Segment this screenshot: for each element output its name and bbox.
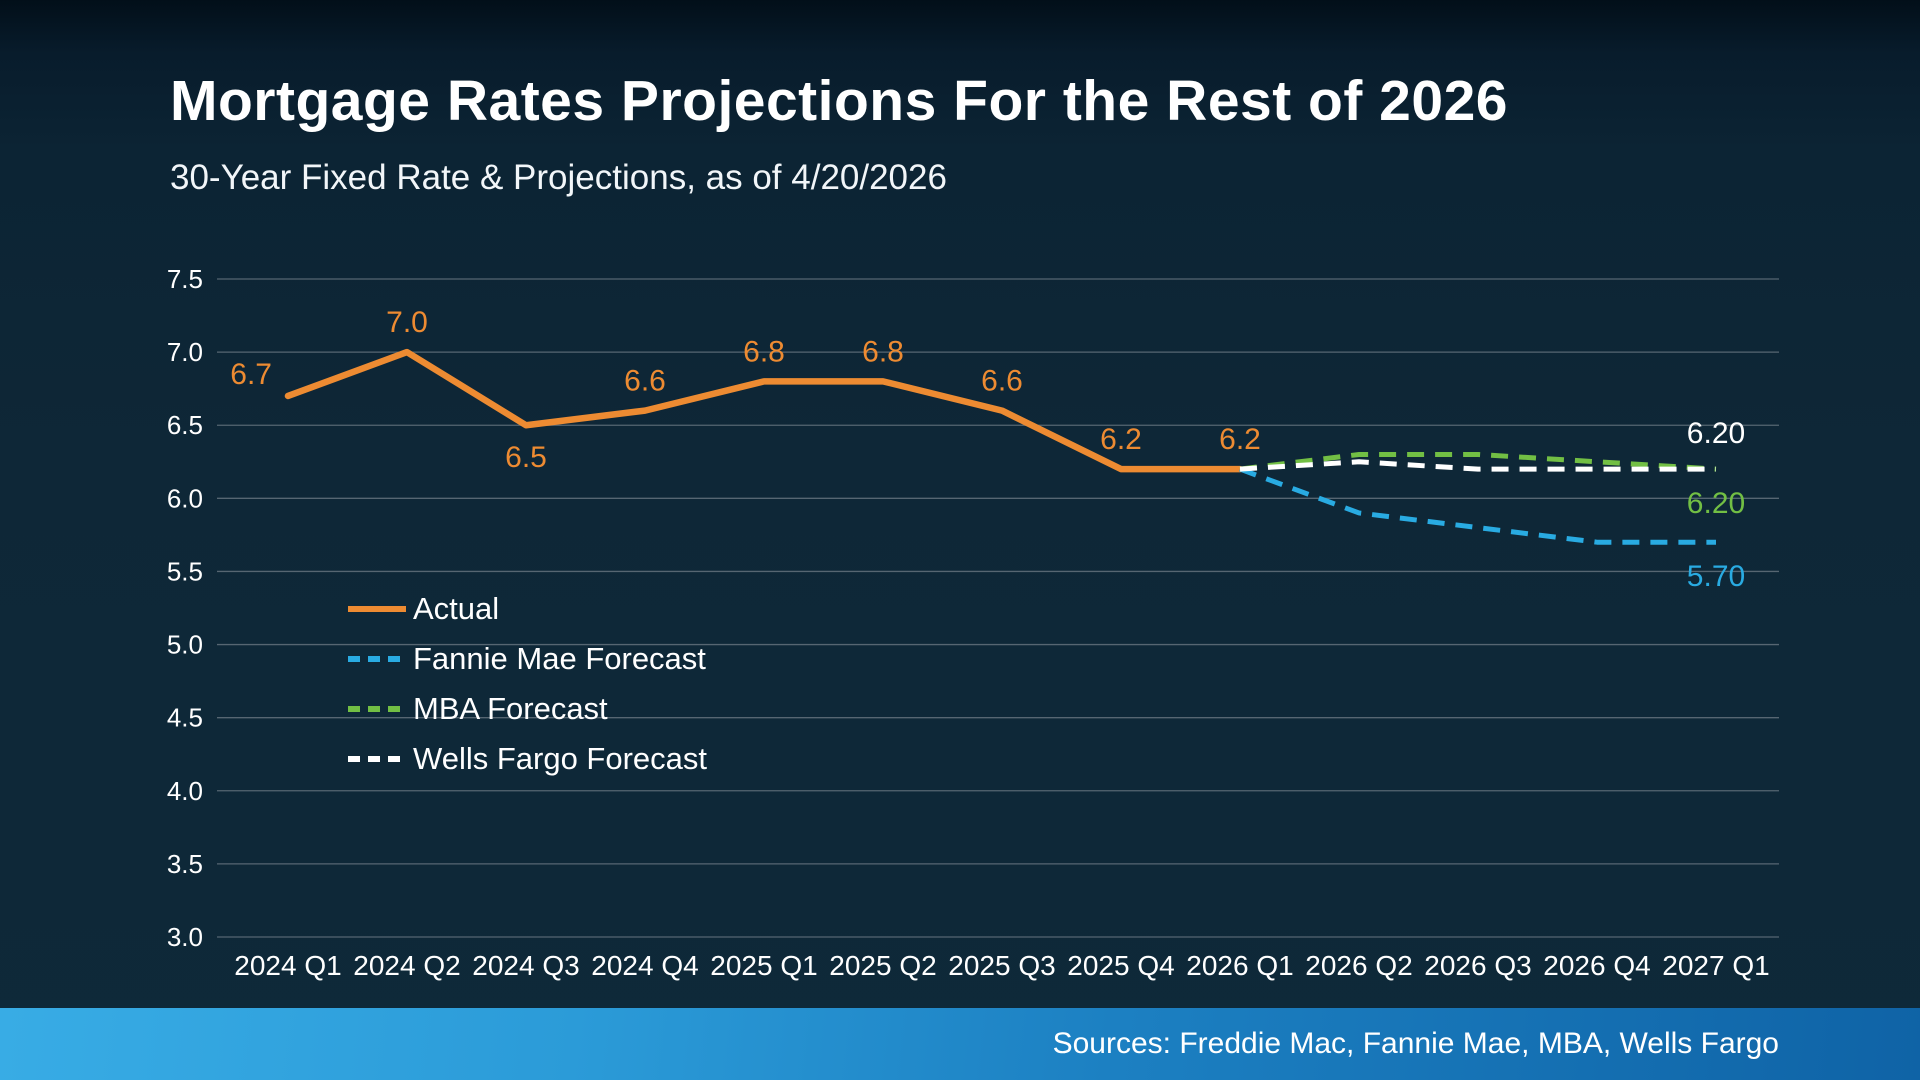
series-actual: [284, 348, 1244, 473]
legend-item-fannie-mae: Fannie Mae Forecast: [346, 634, 707, 684]
legend-item-mba: MBA Forecast: [346, 684, 707, 734]
y-axis-label: 6.0: [167, 483, 203, 513]
end-label-fannie-mae: 5.70: [1687, 560, 1745, 593]
legend-line-actual: [348, 606, 406, 612]
legend-line-wells-fargo: [348, 756, 406, 762]
footer-sources: Sources: Freddie Mac, Fannie Mae, MBA, W…: [1052, 1027, 1779, 1060]
legend-label-actual: Actual: [413, 591, 500, 626]
series-fannie-mae: [1239, 466, 1716, 545]
x-axis-label: 2026 Q3: [1424, 950, 1531, 981]
x-axis-label: 2024 Q3: [472, 950, 579, 981]
legend-label-mba: MBA Forecast: [413, 691, 608, 726]
data-label-actual: 6.7: [230, 358, 272, 391]
y-axis-label: 3.0: [167, 922, 203, 952]
data-label-actual: 6.6: [981, 365, 1023, 398]
data-label-actual: 6.8: [862, 335, 904, 368]
series-wells-fargo: [1239, 459, 1716, 472]
legend-line-mba: [348, 706, 406, 712]
x-axis-label: 2025 Q4: [1067, 950, 1174, 981]
page-title: Mortgage Rates Projections For the Rest …: [170, 69, 1508, 133]
y-axis-label: 5.5: [167, 556, 203, 586]
page-subtitle: 30-Year Fixed Rate & Projections, as of …: [170, 158, 947, 197]
data-label-actual: 6.5: [505, 441, 547, 474]
data-label-actual: 6.8: [743, 335, 785, 368]
end-label-wells-fargo: 6.20: [1687, 417, 1745, 450]
x-axis-label: 2026 Q2: [1305, 950, 1412, 981]
data-label-actual: 6.2: [1219, 423, 1261, 456]
data-label-actual: 6.6: [624, 365, 666, 398]
legend-item-wells-fargo: Wells Fargo Forecast: [346, 734, 707, 784]
chart-legend: Actual Fannie Mae Forecast MBA Forecast Wel…: [346, 584, 707, 784]
x-axis-label: 2026 Q1: [1186, 950, 1293, 981]
x-axis-label: 2025 Q1: [710, 950, 817, 981]
x-axis-label: 2025 Q2: [829, 950, 936, 981]
y-axis-label: 7.5: [167, 264, 203, 294]
data-label-actual: 6.2: [1100, 423, 1142, 456]
end-label-mba: 6.20: [1687, 487, 1745, 520]
x-axis-label: 2024 Q2: [353, 950, 460, 981]
y-axis-label: 4.5: [167, 703, 203, 733]
y-axis-label: 3.5: [167, 849, 203, 879]
y-axis-label: 6.5: [167, 410, 203, 440]
x-axis-label: 2026 Q4: [1543, 950, 1650, 981]
legend-label-wells-fargo: Wells Fargo Forecast: [413, 741, 708, 776]
x-axis-label: 2027 Q1: [1662, 950, 1769, 981]
footer-bar: Sources: Freddie Mac, Fannie Mae, MBA, W…: [0, 1008, 1920, 1080]
x-axis-label: 2024 Q4: [591, 950, 698, 981]
x-axis-label: 2024 Q1: [234, 950, 341, 981]
series-mba: [1239, 451, 1717, 472]
legend-item-actual: Actual: [346, 584, 707, 634]
legend-label-fannie-mae: Fannie Mae Forecast: [413, 641, 706, 676]
y-axis-label: 4.0: [167, 776, 203, 806]
legend-line-fannie-mae: [348, 656, 406, 662]
y-axis-label: 7.0: [167, 337, 203, 367]
x-axis-label: 2025 Q3: [948, 950, 1055, 981]
y-axis-label: 5.0: [167, 630, 203, 660]
data-label-actual: 7.0: [386, 306, 428, 339]
